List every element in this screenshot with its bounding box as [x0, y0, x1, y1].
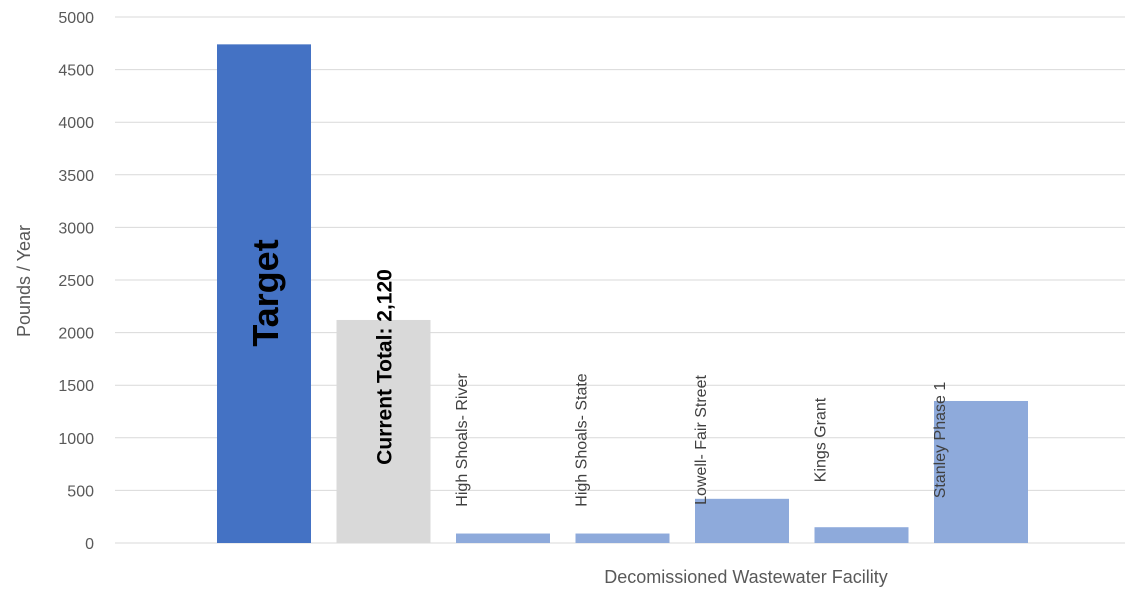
y-tick-label: 0: [85, 536, 94, 553]
y-axis-label: Pounds / Year: [14, 225, 34, 337]
bar: [217, 44, 311, 544]
bar-label: High Shoals- State: [574, 373, 591, 507]
bar-labels: Target Current Total: 2,120 High Shoals- R…: [245, 239, 949, 506]
y-tick-label: 2000: [58, 326, 94, 343]
bar-label: Stanley Phase 1: [932, 382, 949, 499]
bar-label: Lowell- Fair Street: [693, 375, 710, 505]
bar: [336, 319, 431, 543]
y-tick-label: 4000: [58, 115, 94, 132]
bar-label: Target: [245, 239, 286, 346]
y-tick-label: 4500: [58, 63, 94, 80]
y-tick-label: 1500: [58, 378, 94, 395]
y-tick-label: 500: [67, 483, 94, 500]
bar: [456, 533, 550, 543]
bar: [575, 533, 670, 543]
bars: [217, 44, 1028, 544]
bar-label: Kings Grant: [813, 397, 830, 482]
y-tick-label: 1000: [58, 431, 94, 448]
bar: [814, 527, 909, 543]
y-axis-ticks: 0 500 1000 1500 2000 2500 3000 3500 4000 4500 5000: [58, 10, 94, 553]
y-tick-label: 5000: [58, 10, 94, 27]
y-tick-label: 3500: [58, 168, 94, 185]
x-axis-label: Decomissioned Wastewater Facility: [604, 567, 887, 587]
bar-label: High Shoals- River: [454, 373, 471, 507]
bar-label: Current Total: 2,120: [374, 269, 397, 465]
y-tick-label: 3000: [58, 220, 94, 237]
bar: [695, 498, 789, 543]
y-tick-label: 2500: [58, 273, 94, 290]
bar: [934, 400, 1028, 543]
